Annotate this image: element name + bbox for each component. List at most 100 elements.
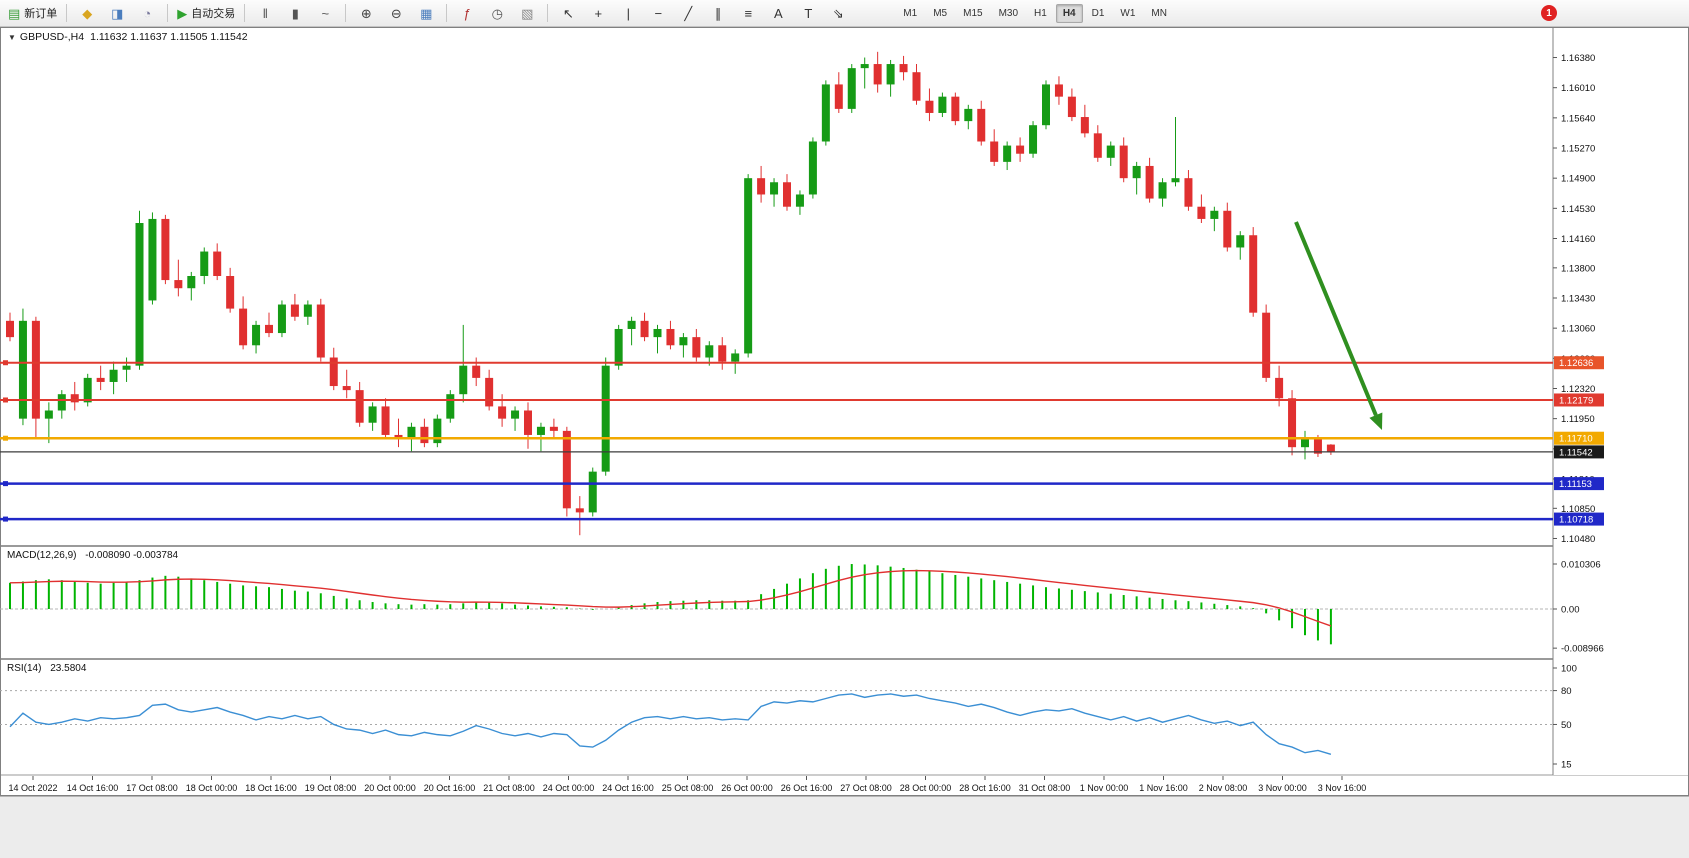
line-handle[interactable] xyxy=(3,435,8,441)
candle xyxy=(1236,231,1245,260)
candle xyxy=(627,316,636,346)
time-axis[interactable]: 14 Oct 2022 14 Oct 16:00 17 Oct 08:00 18 Oc… xyxy=(8,776,1366,793)
time-axis-label: 3 Nov 00:00 xyxy=(1258,783,1307,793)
trendline-icon: ╱ xyxy=(684,5,693,21)
time-axis-label: 18 Oct 16:00 xyxy=(245,783,297,793)
rsi-panel: 100 80 50 15 xyxy=(0,664,1577,770)
candles-layer xyxy=(6,51,1335,536)
trend-arrow[interactable] xyxy=(1294,221,1383,430)
fibonacci-button[interactable]: ≡ xyxy=(734,2,762,24)
candle xyxy=(368,402,377,431)
candle xyxy=(692,328,701,362)
timeframe-w1[interactable]: W1 xyxy=(1120,7,1136,19)
candle xyxy=(1288,390,1297,456)
zoom-in-icon: ⊕ xyxy=(360,5,372,21)
line-handle[interactable] xyxy=(3,397,8,403)
bar-chart-icon: ‖ xyxy=(262,5,268,21)
text-button[interactable]: A xyxy=(764,2,792,24)
candlestick-chart-button[interactable]: ▮ xyxy=(281,2,309,24)
candle xyxy=(990,129,999,166)
line-chart-button[interactable]: ~ xyxy=(311,2,339,24)
auto-trading-button[interactable]: ▶ 自动交易 xyxy=(174,2,238,24)
candle xyxy=(757,165,766,203)
candle xyxy=(316,298,325,362)
macd-indicator-name: MACD(12,26,9) xyxy=(7,550,77,561)
timeframe-h4[interactable]: H4 xyxy=(1055,3,1083,23)
time-axis-label: 19 Oct 08:00 xyxy=(305,783,357,793)
candle xyxy=(899,55,908,81)
candle xyxy=(1249,227,1258,317)
cursor-button[interactable]: ↖ xyxy=(554,2,582,24)
rsi-axis-label: 100 xyxy=(1561,664,1577,675)
candle xyxy=(122,357,131,382)
price-axis-label: 1.14160 xyxy=(1561,234,1595,245)
timeframe-m30[interactable]: M30 xyxy=(998,7,1019,19)
strategy-tester-button[interactable]: ◔ xyxy=(133,2,161,24)
indicators-button[interactable]: ƒ xyxy=(453,2,481,24)
macd-panel: 0.010306 0.00 -0.008966 xyxy=(0,560,1604,655)
zoom-in-button[interactable]: ⊕ xyxy=(352,2,380,24)
line-handle[interactable] xyxy=(3,516,8,522)
horizontal-line-button[interactable]: − xyxy=(644,2,672,24)
candle xyxy=(925,88,934,122)
candle xyxy=(1054,76,1063,105)
price-tag: 1.12179 xyxy=(1554,393,1604,407)
templates-button[interactable]: ▧ xyxy=(513,2,541,24)
time-axis-label: 27 Oct 08:00 xyxy=(840,783,892,793)
time-axis-label: 1 Nov 16:00 xyxy=(1139,783,1188,793)
bar-chart-button[interactable]: ‖ xyxy=(251,2,279,24)
new-order-button[interactable]: ▤ 新订单 xyxy=(5,2,60,24)
candle xyxy=(1145,157,1154,203)
text-label-button[interactable]: T xyxy=(794,2,822,24)
candle xyxy=(1080,104,1089,138)
timeframe-m5[interactable]: M5 xyxy=(933,7,948,19)
tile-windows-button[interactable]: ▦ xyxy=(412,2,440,24)
time-axis-label: 31 Oct 08:00 xyxy=(1019,783,1071,793)
data-window-icon: ◨ xyxy=(111,5,124,21)
timeframe-d1[interactable]: D1 xyxy=(1091,7,1105,19)
periods-button[interactable]: ◷ xyxy=(483,2,511,24)
svg-text:1.11710: 1.11710 xyxy=(1559,434,1593,445)
timeframe-h1[interactable]: H1 xyxy=(1034,7,1047,19)
time-axis-label: 3 Nov 16:00 xyxy=(1318,783,1367,793)
arrows-button[interactable]: ⇘ xyxy=(824,2,852,24)
notification-badge[interactable]: 1 xyxy=(1541,5,1557,21)
zoom-out-button[interactable]: ⊖ xyxy=(382,2,410,24)
candle xyxy=(783,174,791,211)
timeframe-mn[interactable]: MN xyxy=(1151,7,1167,19)
market-watch-button[interactable]: ◆ xyxy=(73,2,101,24)
cursor-icon: ↖ xyxy=(562,5,574,21)
rsi-splitter[interactable] xyxy=(0,658,1689,660)
svg-text:1.12636: 1.12636 xyxy=(1559,358,1593,369)
macd-axis-label: 0.00 xyxy=(1561,605,1580,616)
chart-background xyxy=(0,27,1689,796)
candle xyxy=(420,418,429,448)
trendline-button[interactable]: ╱ xyxy=(674,2,702,24)
candle xyxy=(679,333,688,358)
price-axis-label: 1.13060 xyxy=(1561,324,1595,335)
crosshair-button[interactable]: + xyxy=(584,2,612,24)
candle xyxy=(744,174,753,358)
timeframe-m1[interactable]: M1 xyxy=(903,7,918,19)
candle xyxy=(252,320,261,354)
toolbar-separator xyxy=(244,4,246,22)
svg-text:1.11153: 1.11153 xyxy=(1559,479,1592,490)
tile-windows-icon: ▦ xyxy=(420,5,433,21)
time-axis-label: 20 Oct 00:00 xyxy=(364,783,416,793)
candlestick-chart-icon: ▮ xyxy=(291,5,299,21)
vertical-line-button[interactable]: | xyxy=(614,2,642,24)
one-click-trading-toggle[interactable]: ▼ xyxy=(8,33,16,42)
line-handle[interactable] xyxy=(3,481,8,487)
candle xyxy=(1106,141,1115,166)
price-axis-label: 1.14530 xyxy=(1561,204,1595,215)
price-axis-label: 1.13430 xyxy=(1561,294,1595,305)
data-window-button[interactable]: ◨ xyxy=(103,2,131,24)
candle xyxy=(653,324,662,354)
candle xyxy=(213,243,222,281)
price-chart-svg: 1.16380 1.16010 1.15640 1.15270 1.14900 1.145… xyxy=(0,27,1689,796)
macd-splitter[interactable] xyxy=(0,545,1689,547)
line-handle[interactable] xyxy=(3,360,8,366)
timeframe-m15[interactable]: M15 xyxy=(963,7,983,19)
channel-button[interactable]: ∥ xyxy=(704,2,732,24)
